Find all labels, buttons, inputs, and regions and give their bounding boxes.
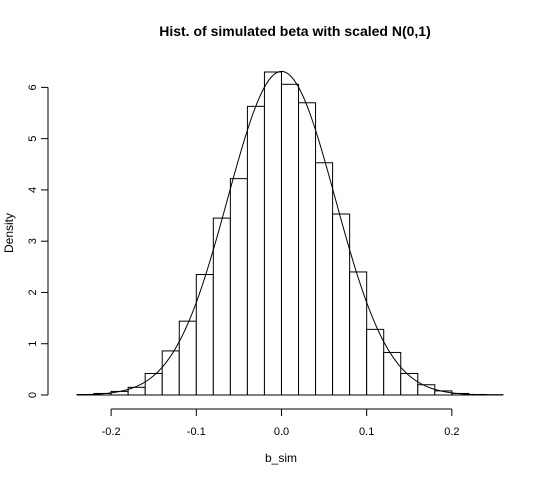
histogram-bar [178,320,197,396]
y-tick-label: 0 [27,392,39,398]
y-tick-label: 4 [27,187,39,193]
y-tick-label: 6 [27,84,39,90]
x-tick-label: 0.1 [359,426,374,438]
histogram-bar [144,372,163,396]
histogram-bar [349,271,368,396]
histogram-bar [212,217,231,396]
histogram-bar [315,162,334,396]
histogram-bar [366,328,385,396]
histogram-bar [280,83,300,396]
histogram-bar [246,105,265,396]
x-axis-label: b_sim [265,451,297,465]
x-tick-label: 0.0 [274,426,289,438]
normal-density-curve [77,70,503,396]
histogram-bar [161,350,180,396]
histogram-bar [263,71,282,396]
x-tick-label: -0.2 [102,426,121,438]
histogram-bar [383,351,402,396]
y-tick-label: 3 [27,238,39,244]
histogram-bar [400,372,419,396]
y-tick-label: 2 [27,289,39,295]
y-tick-label: 1 [27,341,39,347]
chart-title: Hist. of simulated beta with scaled N(0,… [159,23,431,39]
histogram-bar [229,178,248,396]
x-tick-label: -0.1 [187,426,206,438]
x-tick-label: 0.2 [444,426,459,438]
y-axis-label: Density [2,213,16,253]
y-tick-label: 5 [27,136,39,142]
histogram-bars [76,71,504,396]
histogram-bar [298,102,317,396]
y-axis: 0 1 2 3 4 5 6 [27,84,49,398]
histogram-bar [195,274,214,396]
x-axis: -0.2 -0.1 0.0 0.1 0.2 [102,408,460,438]
